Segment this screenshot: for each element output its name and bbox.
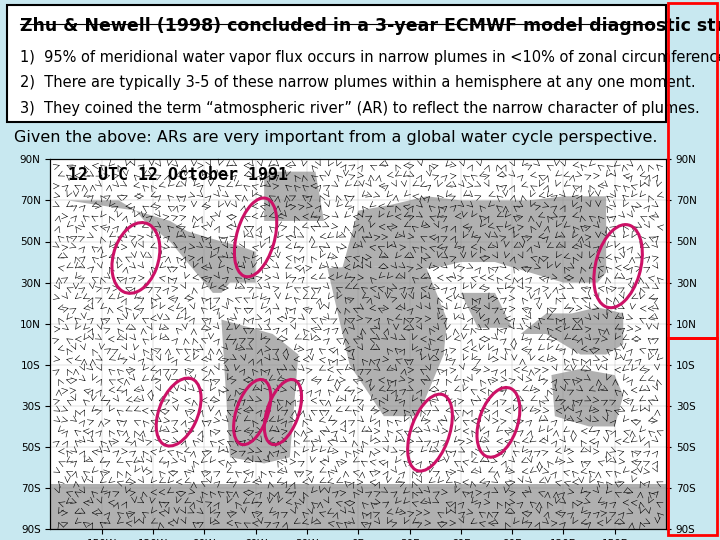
Polygon shape <box>68 200 256 293</box>
Polygon shape <box>222 320 298 463</box>
Polygon shape <box>521 307 624 355</box>
Text: Given the above: ARs are very important from a global water cycle perspective.: Given the above: ARs are very important … <box>14 130 657 145</box>
Polygon shape <box>461 293 512 328</box>
Polygon shape <box>50 484 666 529</box>
Text: 1)  95% of meridional water vapor flux occurs in narrow plumes in <10% of zonal : 1) 95% of meridional water vapor flux oc… <box>20 50 720 64</box>
Polygon shape <box>341 196 606 282</box>
Bar <box>668 338 717 535</box>
Text: 2)  There are typically 3-5 of these narrow plumes within a hemisphere at any on: 2) There are typically 3-5 of these narr… <box>20 75 696 90</box>
Polygon shape <box>328 266 447 416</box>
FancyBboxPatch shape <box>7 5 666 122</box>
Bar <box>668 3 717 338</box>
Polygon shape <box>264 172 324 221</box>
Polygon shape <box>552 369 624 427</box>
Text: Zhu & Newell (1998) concluded in a 3-year ECMWF model diagnostic study:: Zhu & Newell (1998) concluded in a 3-yea… <box>20 17 720 35</box>
Text: 12 UTC 12 October 1991: 12 UTC 12 October 1991 <box>68 166 287 184</box>
Text: 3)  They coined the term “atmospheric river” (AR) to reflect the narrow characte: 3) They coined the term “atmospheric riv… <box>20 100 700 116</box>
